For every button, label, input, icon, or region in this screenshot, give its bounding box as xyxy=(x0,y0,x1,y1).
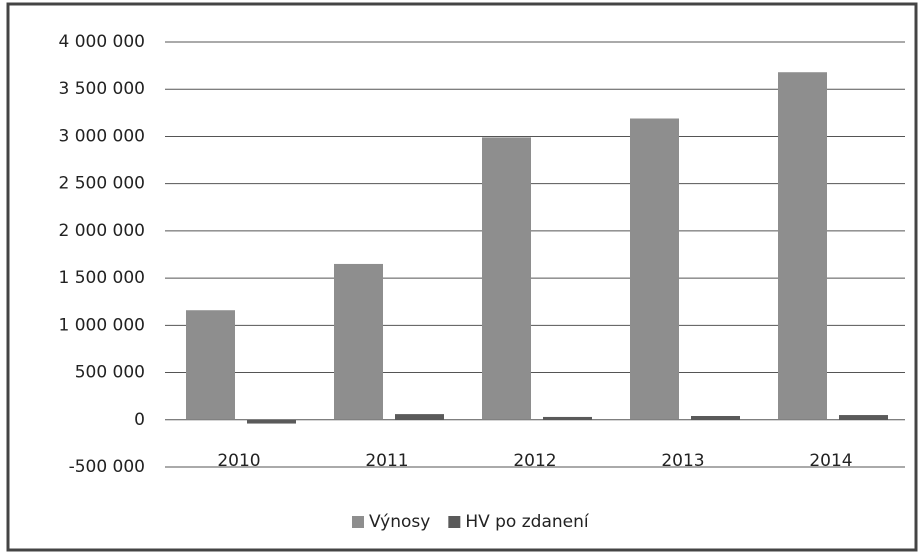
x-tick-label: 2011 xyxy=(365,451,408,471)
chart-frame xyxy=(6,2,918,552)
bar xyxy=(482,137,531,420)
y-tick-label: 2 500 000 xyxy=(58,174,145,194)
x-tick-label: 2013 xyxy=(661,451,704,471)
y-tick-label: 4 000 000 xyxy=(58,32,145,52)
y-tick-label: -500 000 xyxy=(69,457,145,477)
bar xyxy=(334,263,383,420)
x-tick-label: 2010 xyxy=(217,451,260,471)
bar xyxy=(630,118,679,420)
y-tick-label: 500 000 xyxy=(75,363,145,383)
y-tick-label: 2 000 000 xyxy=(58,221,145,241)
bar xyxy=(395,414,444,420)
bar xyxy=(247,419,296,424)
bar xyxy=(691,416,740,420)
x-tick-label: 2012 xyxy=(513,451,556,471)
y-tick-label: 0 xyxy=(134,410,145,430)
bar xyxy=(186,310,235,420)
x-tick-label: 2014 xyxy=(809,451,852,471)
bar xyxy=(778,72,827,420)
y-tick-label: 3 500 000 xyxy=(58,79,145,99)
bar xyxy=(543,416,592,420)
y-tick-label: 3 000 000 xyxy=(58,126,145,146)
bar xyxy=(839,415,888,420)
y-tick-label: 1 000 000 xyxy=(58,315,145,335)
legend-label: HV po zdanení xyxy=(465,512,590,532)
legend-label: Výnosy xyxy=(369,512,430,532)
legend-swatch xyxy=(448,516,461,528)
y-tick-label: 1 500 000 xyxy=(58,268,145,288)
legend-swatch xyxy=(352,516,364,528)
